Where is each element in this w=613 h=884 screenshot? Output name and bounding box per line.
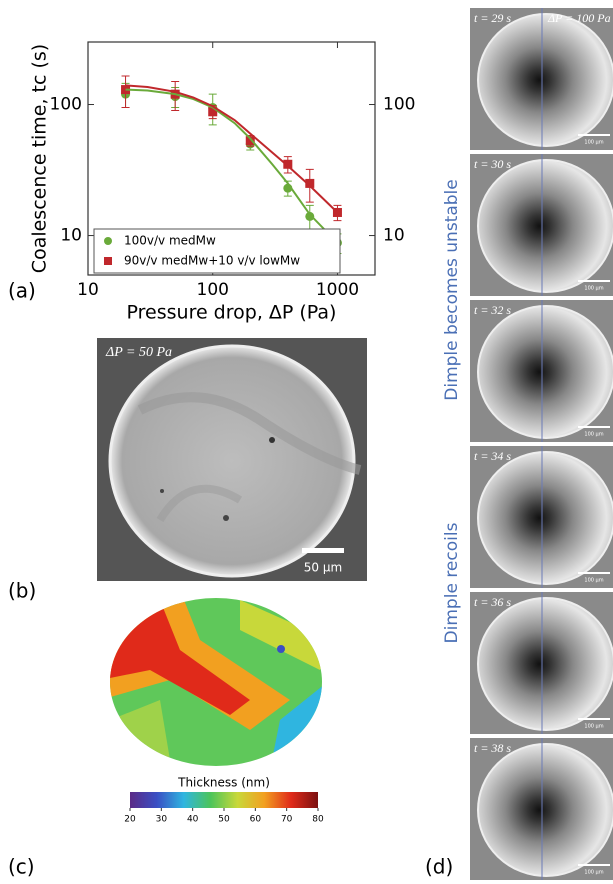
frame-droplet: [478, 14, 613, 146]
thickness-map: [100, 590, 330, 770]
panel-label: (a): [8, 279, 36, 303]
frame-time: t = 29 s: [474, 11, 511, 25]
scale-bar: [578, 134, 610, 136]
scale-bar: [578, 864, 610, 866]
stage-label: Dimple recoils: [442, 522, 462, 643]
scale-bar-label: 100 μm: [584, 140, 603, 146]
scale-bar-label: 50 μm: [304, 561, 342, 575]
scale-bar-label: 100 μm: [584, 432, 603, 438]
frame-time: t = 38 s: [474, 741, 511, 755]
y-tick-label: 10: [60, 226, 82, 246]
frame-droplet: [478, 160, 613, 292]
scale-bar: [578, 572, 610, 574]
y-tick-label: 100: [50, 95, 82, 115]
scale-bar: [578, 426, 610, 428]
legend-marker: [104, 237, 112, 245]
colorbar-tick-label: 20: [124, 815, 136, 825]
colorbar-tick-label: 80: [312, 815, 324, 825]
colorbar-tick-label: 30: [156, 815, 168, 825]
scale-bar-label: 100 μm: [584, 870, 603, 876]
fit-line: [126, 85, 338, 212]
fit-line: [126, 90, 338, 243]
panel-label: (c): [8, 855, 35, 879]
legend-label: 100v/v medMw: [124, 234, 216, 248]
frame-droplet: [478, 744, 613, 876]
y2-tick-label: 10: [383, 226, 405, 246]
frame-time: t = 34 s: [474, 449, 511, 463]
frame-time: t = 36 s: [474, 595, 511, 609]
panel-label: (b): [8, 579, 36, 603]
colorbar-title: Thickness (nm): [177, 776, 270, 790]
colorbar: [130, 792, 318, 808]
y-axis-label: Coalescence time, tc (s): [29, 44, 51, 273]
colorbar-tick-label: 40: [187, 815, 199, 825]
scale-bar-label: 100 μm: [584, 724, 603, 730]
annotation: ΔP = 50 Pa: [105, 345, 172, 360]
scale-bar: [578, 718, 610, 720]
colorbar-tick-label: 70: [281, 815, 293, 825]
pressure-label: ΔP = 100 Pa: [547, 11, 611, 25]
y2-tick-label: 100: [383, 95, 415, 115]
colorbar-tick-label: 60: [250, 815, 262, 825]
scale-bar-label: 100 μm: [584, 578, 603, 584]
x-tick-label: 1000: [316, 280, 359, 300]
frame-time: t = 30 s: [474, 157, 511, 171]
stage-label: Dimple becomes unstable: [442, 179, 462, 401]
frame-droplet: [478, 306, 613, 438]
x-axis-label: Pressure drop, ΔP (Pa): [127, 302, 337, 324]
micrograph: [97, 338, 367, 581]
frame-droplet: [478, 598, 613, 730]
colorbar-tick-label: 50: [218, 815, 230, 825]
frame-time: t = 32 s: [474, 303, 511, 317]
legend-marker: [104, 257, 112, 265]
x-tick-label: 10: [77, 280, 99, 300]
figure: (a) (b) (c) (d) ΔP = 50 Pa 50 μm 10 100 10…: [0, 0, 613, 884]
frame-droplet: [478, 452, 613, 584]
legend-label: 90v/v medMw+10 v/v lowMw: [124, 254, 300, 268]
scale-bar-label: 100 μm: [584, 286, 603, 292]
panel-label: (d): [425, 855, 453, 879]
x-tick-label: 100: [197, 280, 229, 300]
scale-bar: [578, 280, 610, 282]
